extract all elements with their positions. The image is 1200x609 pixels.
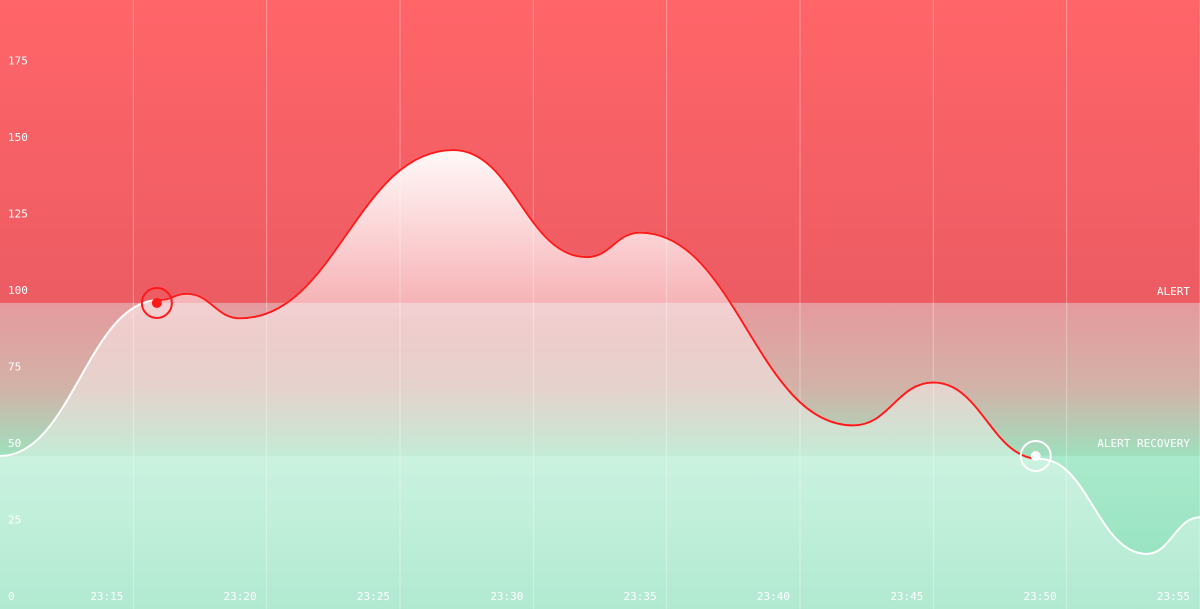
- area: [0, 149, 1200, 609]
- y-tick-label: 125: [8, 207, 28, 220]
- x-tick-label: 23:45: [890, 590, 923, 603]
- alert-zone: [0, 0, 1200, 303]
- y-tick-label: 100: [8, 284, 28, 297]
- x-tick-label: 23:55: [1157, 590, 1190, 603]
- alert-marker: [151, 297, 162, 308]
- recovery-marker-ring: [1019, 439, 1052, 472]
- y-tick-label: 150: [8, 131, 28, 144]
- grid-layer: [132, 0, 1200, 609]
- x-tick-label: 23:40: [757, 590, 790, 603]
- x-tick-label: 23:25: [357, 590, 390, 603]
- recovery-label: ALERT RECOVERY: [1097, 437, 1190, 450]
- recovery-marker: [1030, 450, 1041, 461]
- area-layer: [0, 149, 1200, 609]
- y-tick-label: 175: [8, 54, 28, 67]
- line-alert: [156, 148, 1036, 460]
- y-tick-label: 25: [8, 513, 21, 526]
- y-tick-label: 0: [8, 590, 15, 603]
- x-tick-label: 23:50: [1024, 590, 1057, 603]
- alert-label: ALERT: [1157, 285, 1190, 298]
- label-layer: 23:15 23:20 23:25 23:30 23:35 23:40 23:45 23:50…: [8, 54, 1190, 603]
- y-tick-label: 75: [8, 360, 21, 373]
- alert-marker-ring: [140, 286, 173, 319]
- x-tick-label: 23:20: [224, 590, 257, 603]
- x-tick-label: 23:35: [624, 590, 657, 603]
- line-layer: [0, 148, 1200, 555]
- x-tick-label: 23:30: [490, 590, 523, 603]
- x-tick-label: 23:15: [90, 590, 123, 603]
- y-tick-label: 50: [8, 437, 21, 450]
